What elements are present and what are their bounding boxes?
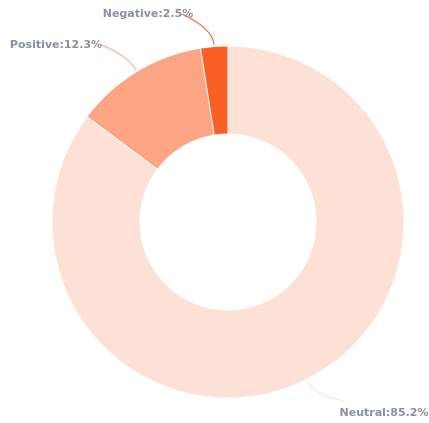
donut-slice (199, 45, 229, 136)
donut-slice (51, 45, 405, 399)
data-label: Negative:2.5% (103, 7, 194, 20)
leader-line (307, 380, 345, 402)
data-label: Positive:12.3% (10, 38, 102, 51)
leader-line (101, 44, 137, 70)
data-label: Neutral:85.2% (340, 406, 429, 419)
leader-line (181, 13, 215, 45)
